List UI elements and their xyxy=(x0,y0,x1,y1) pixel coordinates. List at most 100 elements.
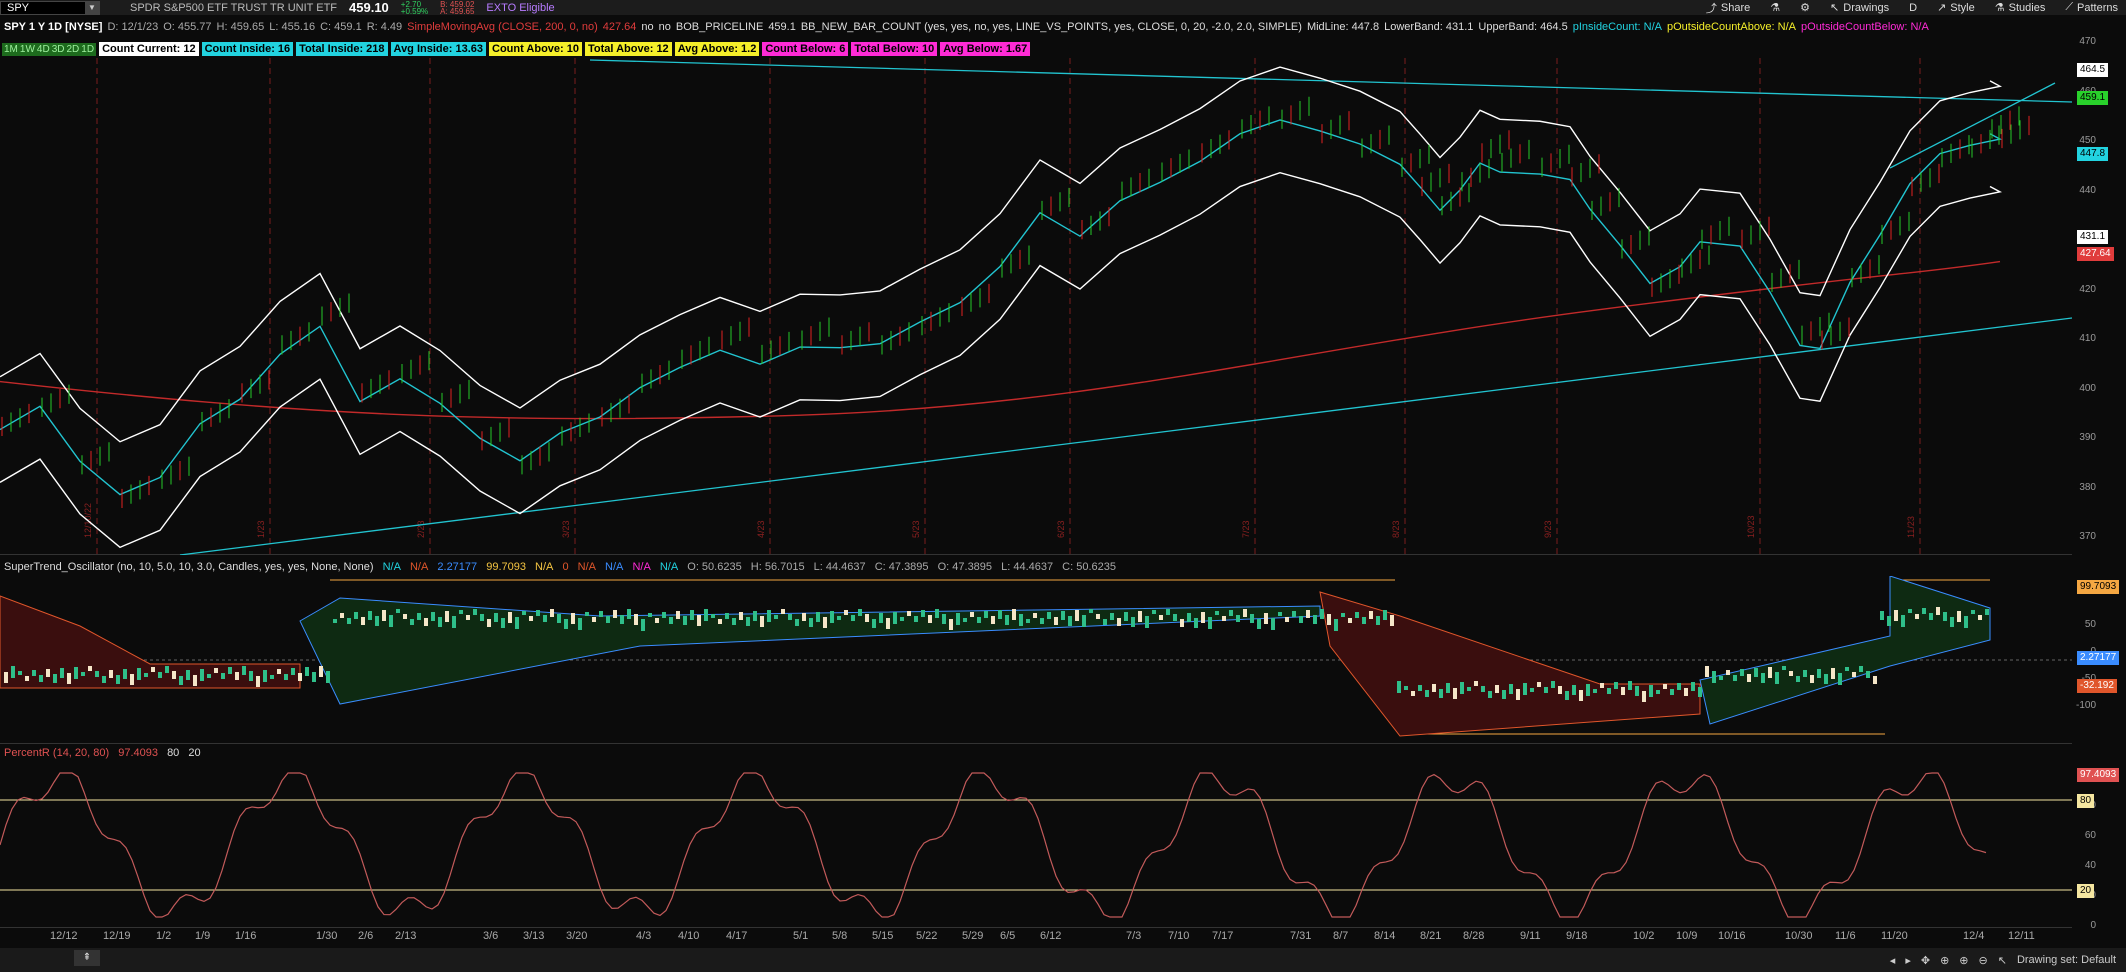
date-axis: 12/12 12/19 1/2 1/9 1/16 1/30 2/6 2/13 3/6 3/13 3/… xyxy=(0,928,2072,946)
patterns-button[interactable]: ⟋ Patterns xyxy=(2065,1,2118,14)
st-candle xyxy=(1397,681,1401,693)
count-chip: Count Above: 10 xyxy=(489,42,582,56)
st-candle xyxy=(1404,686,1408,690)
st-candle xyxy=(655,618,659,623)
pan-icon[interactable]: ✥ xyxy=(1920,954,1931,967)
percentr-80: 80 xyxy=(167,747,180,759)
st-candle xyxy=(1719,676,1723,680)
st-candle xyxy=(1124,612,1128,621)
timeframe-3D[interactable]: 3D xyxy=(51,43,65,55)
date-tick: 10/9 xyxy=(1676,930,1698,942)
st-candle xyxy=(172,671,176,679)
date-tick: 5/29 xyxy=(962,930,984,942)
st-candle xyxy=(1243,609,1247,617)
symbol-input[interactable]: SPY ▼ xyxy=(0,0,100,15)
drawing-set-label[interactable]: Drawing set: Default xyxy=(2016,954,2116,966)
sma-label[interactable]: SimpleMovingAvg (CLOSE, 200, 0, no) xyxy=(407,21,598,33)
st-candle xyxy=(109,670,113,678)
status-right: ◂ ▸ ✥ ⊕ ⊕ ⊖ ↖ Drawing set: Default xyxy=(1890,954,2116,967)
st-candle xyxy=(263,670,267,682)
st-candle xyxy=(543,615,547,622)
date-tick: 1/9 xyxy=(195,930,211,942)
timeframe-2D[interactable]: 2D xyxy=(66,43,80,55)
axis-tick: 390 xyxy=(2079,432,2096,443)
date-tick: 5/22 xyxy=(916,930,938,942)
flask-button[interactable]: ⚗ xyxy=(1762,1,1788,14)
drawings-button[interactable]: ↖ Drawings xyxy=(1830,1,1890,15)
arrow-left-icon[interactable]: ◂ xyxy=(1889,954,1896,967)
st-candle xyxy=(1495,685,1499,693)
timeframe-1W[interactable]: 1W xyxy=(19,43,35,55)
st-candle xyxy=(1523,683,1527,695)
midline-value: MidLine: 447.8 xyxy=(1306,21,1380,33)
st-candle xyxy=(39,675,43,682)
timeframe-1D[interactable]: 1D xyxy=(81,43,95,55)
bb-label[interactable]: BB_NEW_BAR_COUNT (yes, yes, no, yes, LIN… xyxy=(800,21,1302,33)
timeframe-1M[interactable]: 1M xyxy=(4,43,18,55)
st-candle xyxy=(158,672,162,678)
bob-label[interactable]: BOB_PRICELINE xyxy=(675,21,764,33)
info-low: L: 455.16 xyxy=(269,21,316,33)
percentr-panel[interactable] xyxy=(0,762,2072,928)
st-candle xyxy=(1887,616,1891,626)
st-candle xyxy=(46,669,50,677)
chevron-down-icon[interactable]: ▼ xyxy=(85,1,99,14)
arrow-right-icon[interactable]: ▸ xyxy=(1905,954,1911,967)
supertrend-panel[interactable] xyxy=(0,575,2072,744)
st-candle xyxy=(214,668,218,673)
st-candle xyxy=(18,671,22,675)
period-button[interactable]: D xyxy=(1909,1,1918,14)
count-chip: Total Below: 10 xyxy=(851,42,938,56)
st-candle xyxy=(900,617,904,621)
st-badge-mid: 2.27177 xyxy=(2077,651,2120,665)
st-candle xyxy=(1565,691,1569,700)
st-candle xyxy=(823,617,827,628)
date-tick: 5/8 xyxy=(832,930,848,942)
count-chip: Total Inside: 218 xyxy=(296,42,388,56)
month-label: 7/23 xyxy=(1241,520,1251,538)
info-open: O: 455.77 xyxy=(163,21,212,33)
st-candle xyxy=(837,616,841,620)
st-candle xyxy=(354,612,358,619)
month-label: 8/23 xyxy=(1391,520,1401,538)
st-candle xyxy=(1978,615,1982,620)
st-candle xyxy=(1894,610,1898,621)
st-candle xyxy=(1579,690,1583,701)
st-candle xyxy=(452,616,456,628)
st-candle xyxy=(816,612,820,622)
st-candle xyxy=(732,618,736,625)
supertrend-chart xyxy=(0,575,2072,737)
style-button[interactable]: ↗ Style xyxy=(1937,1,1975,15)
crosshair-icon[interactable]: ⊕ xyxy=(1940,954,1950,967)
zoom-out-icon[interactable]: ⊖ xyxy=(1978,954,1988,967)
st-candle xyxy=(1362,617,1366,624)
st-candle xyxy=(1600,683,1604,688)
studies-button[interactable]: ⚗ Studies xyxy=(1994,1,2046,15)
st-candle xyxy=(445,611,449,622)
st-candle xyxy=(725,613,729,619)
collapse-button[interactable]: ⇞ xyxy=(74,950,100,966)
st-candle xyxy=(1166,609,1170,615)
percentr-title[interactable]: PercentR (14, 20, 80) xyxy=(4,747,110,759)
settings-button[interactable]: ⚙ xyxy=(1792,1,1818,14)
st-candle xyxy=(1040,618,1044,624)
st-candle xyxy=(1691,682,1695,691)
date-tick: 2/13 xyxy=(395,930,417,942)
timeframe-chip[interactable]: 1M 1W 4D 3D 2D 1D xyxy=(2,42,97,56)
st-candle xyxy=(1649,685,1653,697)
st-candle xyxy=(606,616,610,623)
st-candle xyxy=(1761,673,1765,683)
chart-title: SPY 1 Y 1D [NYSE] xyxy=(4,21,103,33)
share-button[interactable]: ⤴ Share xyxy=(1705,1,1751,15)
st-candle xyxy=(1922,608,1926,614)
timeframe-4D[interactable]: 4D xyxy=(36,43,50,55)
price-chart-panel[interactable]: 12/10/22 1/23 2/23 3/23 4/23 5/23 6/23 7/23 8/23… xyxy=(0,58,2073,556)
supertrend-title[interactable]: SuperTrend_Oscillator (no, 10, 5.0, 10, … xyxy=(4,561,374,573)
st-candle xyxy=(753,611,757,621)
percentr-20: 20 xyxy=(188,747,201,759)
cursor-icon[interactable]: ↖ xyxy=(1997,954,2007,967)
st-candle xyxy=(1432,684,1436,692)
st-candle xyxy=(459,610,463,614)
zoom-icon[interactable]: ⊕ xyxy=(1959,954,1969,967)
st-candle xyxy=(634,614,638,625)
